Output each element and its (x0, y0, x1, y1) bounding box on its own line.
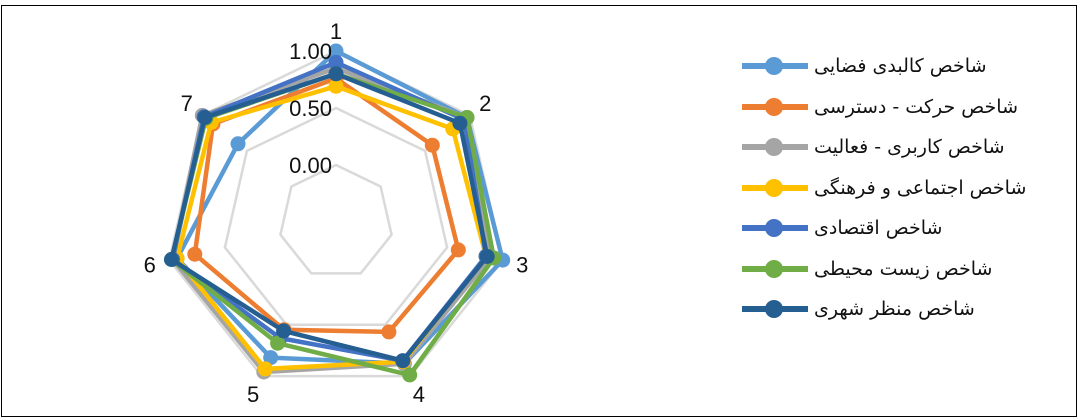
series-1-point-5 (263, 350, 279, 366)
category-label-7: 7 (181, 91, 193, 116)
series-6-point-5 (270, 335, 286, 351)
series-7-point-3 (479, 249, 495, 264)
legend-swatch-5 (742, 218, 808, 238)
series-2-point-2 (424, 137, 440, 153)
category-label-5: 5 (247, 382, 259, 407)
series-6-point-4 (402, 367, 418, 383)
legend-label-1: شاخص کالبدی فضایی (814, 55, 987, 78)
grid-ring-0 (279, 163, 393, 275)
category-label-6: 6 (144, 253, 156, 278)
series-1-point-7 (230, 136, 246, 152)
legend-label-3: شاخص کاربری - فعالیت (814, 136, 1005, 159)
legend-item-7: شاخص منظر شهری (742, 289, 1072, 330)
legend-swatch-1 (742, 56, 808, 76)
series-7-point-6 (164, 252, 179, 267)
legend-swatch-4 (742, 178, 808, 198)
category-label-2: 2 (479, 91, 491, 116)
series-2-point-4 (381, 324, 397, 340)
legend: شاخص کالبدی فضایی شاخص حرکت - دسترسی شاخ… (742, 46, 1072, 330)
legend-label-4: شاخص اجتماعی و فرهنگی (814, 176, 1027, 199)
legend-label-7: شاخص منظر شهری (814, 298, 975, 321)
category-label-1: 1 (330, 19, 342, 44)
series-line-2 (192, 76, 461, 335)
series-2-point-3 (450, 242, 466, 258)
grid-ring-2 (167, 49, 505, 378)
radial-tick-label-2: 1.00 (289, 39, 332, 64)
series-7-point-2 (452, 115, 468, 131)
legend-swatch-2 (742, 97, 808, 117)
legend-item-5: شاخص اقتصادی (742, 208, 1072, 249)
legend-item-4: شاخص اجتماعی و فرهنگی (742, 168, 1072, 209)
legend-label-6: شاخص زیست محیطی (814, 257, 993, 280)
series-2-point-6 (187, 246, 203, 262)
legend-swatch-6 (742, 259, 808, 279)
series-7-point-7 (197, 110, 213, 125)
category-label-3: 3 (516, 253, 528, 278)
series-line-7 (169, 71, 490, 363)
radial-tick-label-1: 0.50 (289, 96, 332, 121)
series-line-4 (174, 84, 489, 372)
legend-item-1: شاخص کالبدی فضایی (742, 46, 1072, 87)
series-4-point-5 (257, 361, 273, 377)
legend-swatch-3 (742, 137, 808, 157)
series-1-point-1 (328, 43, 344, 59)
legend-swatch-7 (742, 299, 808, 319)
chart-frame: 0.00 0.50 1.00 1 2 3 4 5 6 7 شاخص کالبدی فضایی شا… (1, 5, 1077, 417)
legend-item-6: شاخص زیست محیطی (742, 249, 1072, 290)
series-7-point-5 (276, 323, 292, 339)
grid-ring-1 (223, 106, 449, 326)
legend-label-5: شاخص اقتصادی (814, 217, 943, 240)
legend-item-2: شاخص حرکت - دسترسی (742, 87, 1072, 128)
series-5-point-1 (328, 54, 344, 70)
legend-item-3: شاخص کاربری - فعالیت (742, 127, 1072, 168)
legend-label-2: شاخص حرکت - دسترسی (814, 95, 1018, 118)
radar-chart: 0.00 0.50 1.001 2 3 4 5 6 7 (144, 19, 529, 407)
series-4-point-1 (328, 78, 344, 94)
series-7-point-1 (328, 66, 344, 82)
series-7-point-4 (395, 353, 411, 369)
category-label-4: 4 (413, 382, 425, 407)
radial-tick-label-0: 0.00 (289, 153, 332, 178)
